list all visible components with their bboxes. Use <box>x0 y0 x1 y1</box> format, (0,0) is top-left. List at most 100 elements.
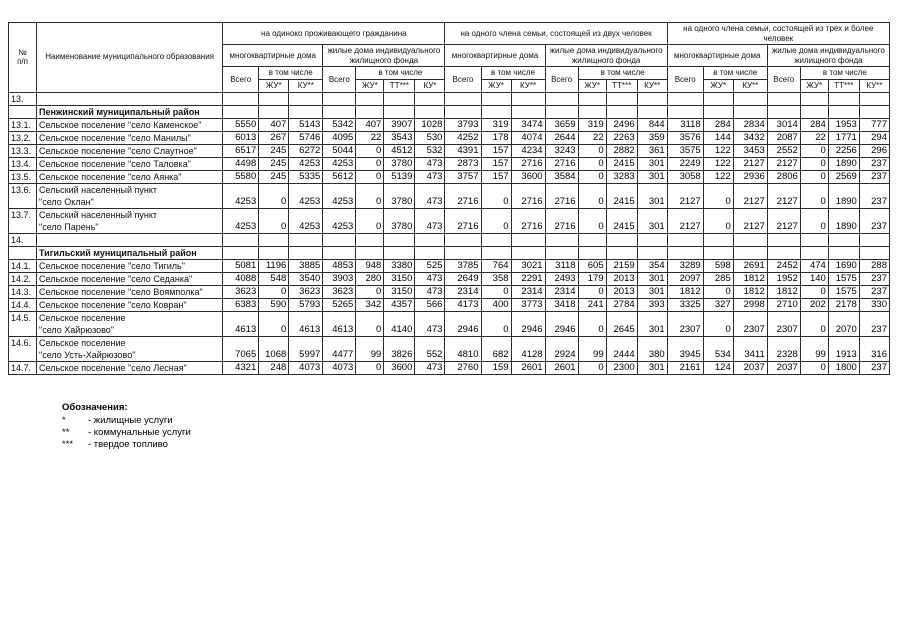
value-cell <box>510 232 546 247</box>
value-cell <box>577 232 607 247</box>
col-group-single: на одиноко проживающего гражданина <box>222 21 446 46</box>
value-cell <box>577 245 607 260</box>
row-name: Сельское поселение "село Тигиль" <box>36 258 224 273</box>
value-cell: 4073 <box>288 360 324 375</box>
value-cell <box>544 245 579 260</box>
value-cell <box>355 91 385 106</box>
value-cell: 3826 <box>383 335 416 362</box>
value-cell: 1913 <box>827 335 860 362</box>
value-cell: 2307 <box>666 310 704 337</box>
table-row: 14.1. Сельское поселение "село Тигиль" 508… <box>7 258 891 273</box>
value-cell <box>799 104 829 119</box>
row-number: 13.2. <box>7 130 38 145</box>
value-cell: 0 <box>355 182 385 209</box>
value-cell <box>732 245 768 260</box>
value-cell: 241 <box>577 297 607 312</box>
value-cell <box>858 245 891 260</box>
value-cell: 99 <box>799 335 829 362</box>
value-cell: 0 <box>799 207 829 234</box>
value-cell: 301 <box>636 360 668 375</box>
value-cell: 0 <box>258 207 290 234</box>
value-cell <box>766 91 801 106</box>
value-cell: 380 <box>636 335 668 362</box>
value-cell: 2873 <box>444 156 482 171</box>
value-cell: 2601 <box>544 360 579 375</box>
value-cell: 237 <box>858 169 891 184</box>
value-cell: 6383 <box>222 297 260 312</box>
col-group-family2: на одного члена семьи, состоящей из двух… <box>444 21 668 46</box>
value-cell: 0 <box>702 310 734 337</box>
value-cell <box>858 232 891 247</box>
value-cell: 4128 <box>510 335 546 362</box>
value-cell: 316 <box>858 335 891 362</box>
subgroup-mkd: многоквартирные дома <box>222 44 324 68</box>
col-zhu: ЖУ* <box>799 78 829 93</box>
value-cell: 342 <box>355 297 385 312</box>
value-cell: 1800 <box>827 360 860 375</box>
value-cell: 3623 <box>322 284 357 299</box>
value-cell <box>666 91 704 106</box>
col-zhu: ЖУ* <box>355 78 385 93</box>
value-cell: 237 <box>858 310 891 337</box>
value-cell: 3540 <box>288 271 324 286</box>
col-tt: ТТ*** <box>605 78 638 93</box>
value-cell: 5143 <box>288 117 324 132</box>
value-cell <box>666 245 704 260</box>
col-header-name: Наименование муниципального образования <box>36 22 224 93</box>
value-cell: 5081 <box>222 258 260 273</box>
value-cell: 2716 <box>510 207 546 234</box>
value-cell: 4253 <box>322 156 357 171</box>
legend-text: - коммунальные услуги <box>88 427 191 438</box>
value-cell: 361 <box>636 143 668 158</box>
subgroup-ind: жилые дома индивидуального жилищного фон… <box>766 44 891 68</box>
value-cell: 473 <box>414 310 446 337</box>
value-cell: 2716 <box>510 182 546 209</box>
value-cell <box>288 245 324 260</box>
value-cell: 2263 <box>605 130 638 145</box>
value-cell: 4253 <box>288 207 324 234</box>
value-cell <box>702 104 734 119</box>
value-cell: 2314 <box>510 284 546 299</box>
value-cell: 3474 <box>510 117 546 132</box>
value-cell: 0 <box>480 207 512 234</box>
row-name: Сельское поселение "село Каменское" <box>36 117 224 132</box>
table-row: 13.2. Сельское поселение "село Манилы" 601… <box>7 130 891 145</box>
subgroup-ind: жилые дома индивидуального жилищного фон… <box>322 44 446 68</box>
value-cell: 4095 <box>322 130 357 145</box>
value-cell: 237 <box>858 271 891 286</box>
col-ku: КУ** <box>288 78 324 93</box>
value-cell: 122 <box>702 143 734 158</box>
value-cell <box>732 104 768 119</box>
value-cell: 2806 <box>766 169 801 184</box>
row-number: 14.3. <box>7 284 38 299</box>
value-cell: 4140 <box>383 310 416 337</box>
value-cell <box>605 232 638 247</box>
value-cell: 0 <box>480 310 512 337</box>
value-cell: 3289 <box>666 258 704 273</box>
value-cell: 22 <box>577 130 607 145</box>
value-cell: 2087 <box>766 130 801 145</box>
value-cell <box>702 91 734 106</box>
value-cell <box>799 232 829 247</box>
row-name: Сельское поселение "село Усть-Хайрюзово" <box>36 335 224 362</box>
value-cell: 2946 <box>444 310 482 337</box>
legend-item: *** - твердое топливо <box>62 439 191 451</box>
row-number: 13.7. <box>7 207 38 234</box>
value-cell <box>702 245 734 260</box>
col-vtch: в том числе <box>577 66 668 80</box>
value-cell: 0 <box>577 360 607 375</box>
value-cell: 5612 <box>322 169 357 184</box>
value-cell: 2037 <box>766 360 801 375</box>
value-cell: 3118 <box>666 117 704 132</box>
value-cell: 202 <box>799 297 829 312</box>
table-row: 14.7. Сельское поселение "село Лесная" 432… <box>7 360 891 375</box>
value-cell: 301 <box>636 284 668 299</box>
value-cell <box>444 245 482 260</box>
row-number: 14.7. <box>7 360 38 375</box>
value-cell <box>636 91 668 106</box>
value-cell: 3945 <box>666 335 704 362</box>
value-cell: 1812 <box>732 284 768 299</box>
value-cell: 764 <box>480 258 512 273</box>
value-cell: 5793 <box>288 297 324 312</box>
value-cell: 4391 <box>444 143 482 158</box>
